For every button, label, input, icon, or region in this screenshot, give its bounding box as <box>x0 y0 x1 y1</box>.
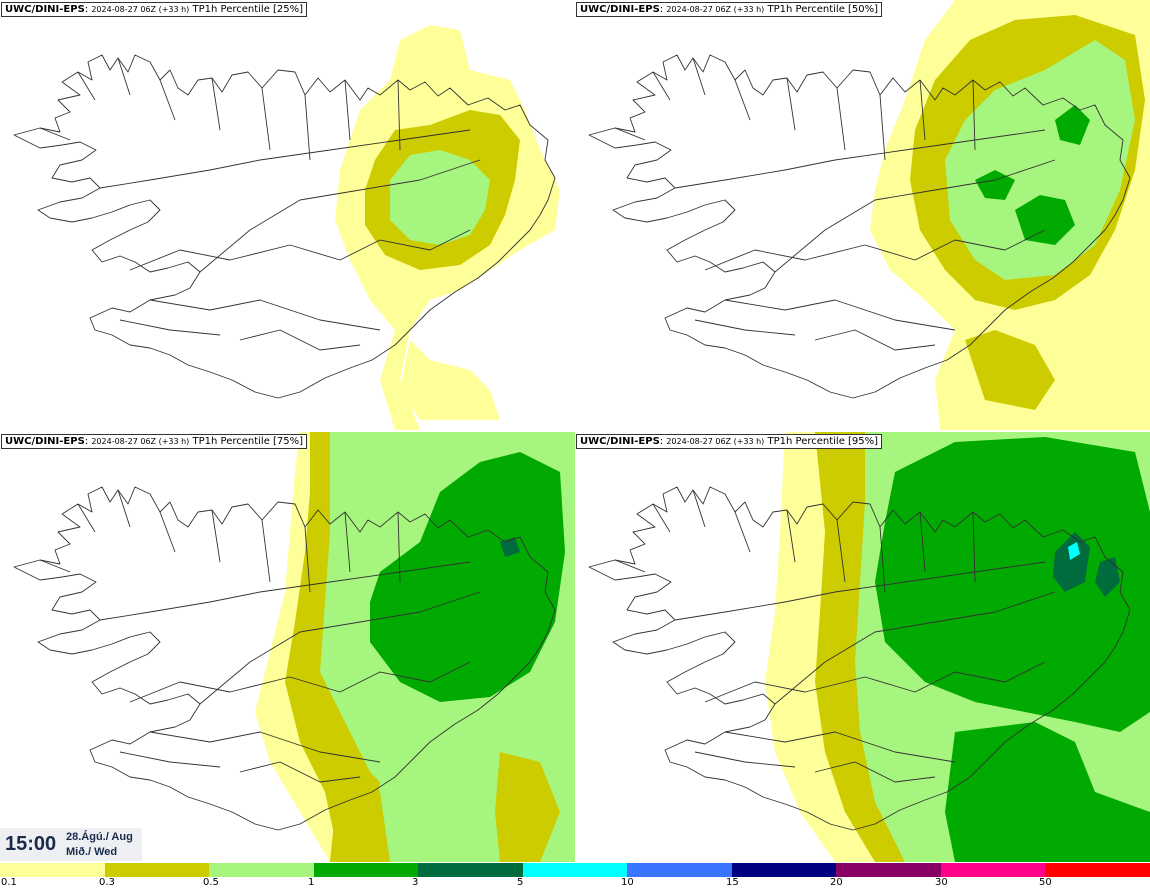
valid-time: 15:00 <box>5 833 57 855</box>
panel-title: UWC/DINI-EPS: 2024-08-27 06Z (+33 h) TP1… <box>576 434 883 449</box>
map-panel-95: UWC/DINI-EPS: 2024-08-27 06Z (+33 h) TP1… <box>575 432 1150 862</box>
legend-tick-label: 30 <box>935 877 948 888</box>
precip-contours <box>335 25 560 430</box>
precip-map <box>13 25 560 430</box>
map-panel-50: UWC/DINI-EPS: 2024-08-27 06Z (+33 h) TP1… <box>575 0 1150 430</box>
valid-weekday: Mið./ Wed <box>66 846 118 858</box>
legend-swatch <box>836 863 941 877</box>
legend-swatch <box>731 863 837 877</box>
panel-title: UWC/DINI-EPS: 2024-08-27 06Z (+33 h) TP1… <box>1 434 308 449</box>
legend-tick-label: 0.5 <box>203 877 219 888</box>
precip-map <box>588 432 1150 862</box>
legend-tick-label: 50 <box>1039 877 1052 888</box>
legend-tick-label: 20 <box>830 877 843 888</box>
legend-swatch <box>418 863 523 877</box>
color-legend <box>0 863 1150 877</box>
precip-contours <box>255 432 575 862</box>
legend-tick-label: 3 <box>412 877 419 888</box>
panel-title: UWC/DINI-EPS: 2024-08-27 06Z (+33 h) TP1… <box>576 2 883 17</box>
legend-swatch <box>627 863 732 877</box>
precip-map <box>13 432 575 862</box>
legend-tick-label: 1 <box>308 877 315 888</box>
panel-title: UWC/DINI-EPS: 2024-08-27 06Z (+33 h) TP1… <box>1 2 308 17</box>
legend-tick-label: 0.1 <box>1 877 17 888</box>
precip-map <box>588 0 1150 430</box>
legend-ticks: 0.1 0.3 0.5 1 3 5 10 15 20 30 50 <box>0 877 1150 891</box>
map-panel-25: UWC/DINI-EPS: 2024-08-27 06Z (+33 h) TP1… <box>0 0 575 430</box>
precip-contours <box>765 432 1150 862</box>
legend-swatch <box>940 863 1046 877</box>
legend-swatch <box>1045 863 1150 877</box>
legend-swatch <box>0 863 105 877</box>
legend-swatch <box>104 863 210 877</box>
legend-swatch <box>209 863 314 877</box>
legend-tick-label: 15 <box>726 877 739 888</box>
valid-time-box: 15:00 28.Ágú./ Aug Mið./ Wed <box>0 828 142 861</box>
legend-swatch <box>313 863 419 877</box>
map-panel-75: UWC/DINI-EPS: 2024-08-27 06Z (+33 h) TP1… <box>0 432 575 862</box>
precip-contours <box>870 0 1150 430</box>
valid-date: 28.Ágú./ Aug <box>66 831 133 843</box>
legend-tick-label: 5 <box>517 877 524 888</box>
legend-tick-label: 0.3 <box>99 877 115 888</box>
legend-tick-label: 10 <box>621 877 634 888</box>
legend-swatch <box>522 863 628 877</box>
